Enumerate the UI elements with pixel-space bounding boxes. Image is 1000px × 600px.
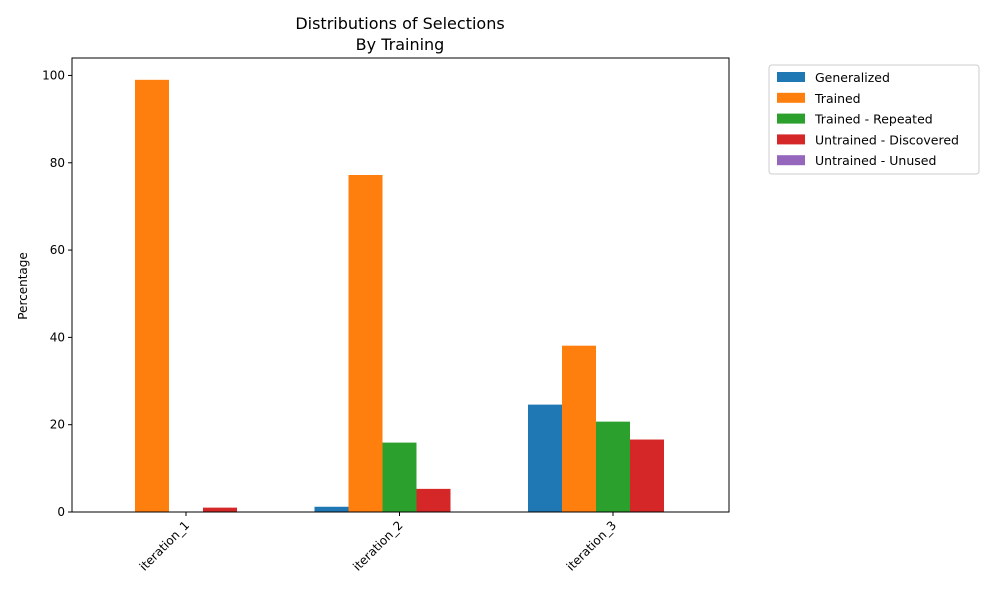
bar-untrained-discovered-iteration_2	[416, 488, 451, 512]
x-tick-label: iteration_2	[350, 518, 405, 573]
bar-untrained-discovered-iteration_1	[203, 507, 237, 512]
legend-frame	[768, 64, 980, 175]
x-tick-label: iteration_3	[564, 518, 619, 573]
chart-subtitle: By Training	[356, 35, 445, 54]
bar-trained-iteration_2	[348, 174, 383, 512]
y-axis-label: Percentage	[16, 252, 30, 320]
legend-swatch-generalized	[777, 72, 805, 82]
y-tick-label: 80	[50, 156, 65, 170]
bar-generalized-iteration_3	[528, 404, 562, 512]
x-tick-label: iteration_1	[137, 518, 192, 573]
bar-trained-repeated-iteration_3	[596, 421, 630, 512]
y-tick-label: 100	[42, 68, 65, 82]
bar-generalized-iteration_2	[314, 506, 349, 512]
plot-area-frame	[71, 57, 730, 513]
bars-layer	[135, 79, 664, 513]
legend-label-untrained-unused: Untrained - Unused	[815, 153, 936, 168]
legend-label-trained-repeated: Trained - Repeated	[814, 112, 933, 127]
y-tick-label: 20	[50, 418, 65, 432]
legend-swatch-trained-repeated	[777, 113, 805, 124]
y-tick-label: 60	[50, 243, 65, 257]
legend: Generalized Trained Trained - Repeated Untr…	[768, 64, 980, 175]
bar-trained-repeated-iteration_2	[382, 442, 417, 512]
legend-swatch-trained	[777, 92, 805, 103]
legend-swatch-untrained-unused	[777, 155, 805, 166]
legend-swatch-untrained-discovered	[777, 134, 805, 145]
chart-title: Distributions of Selections	[295, 14, 504, 33]
legend-label-generalized: Generalized	[815, 70, 890, 85]
legend-label-trained: Trained	[814, 91, 861, 106]
y-tick-label: 40	[50, 330, 65, 344]
legend-label-untrained-discovered: Untrained - Discovered	[815, 132, 959, 147]
bar-trained-iteration_3	[562, 345, 596, 512]
bar-trained-iteration_1	[135, 79, 169, 513]
bar-untrained-discovered-iteration_3	[630, 439, 664, 512]
y-tick-label: 0	[57, 505, 65, 519]
